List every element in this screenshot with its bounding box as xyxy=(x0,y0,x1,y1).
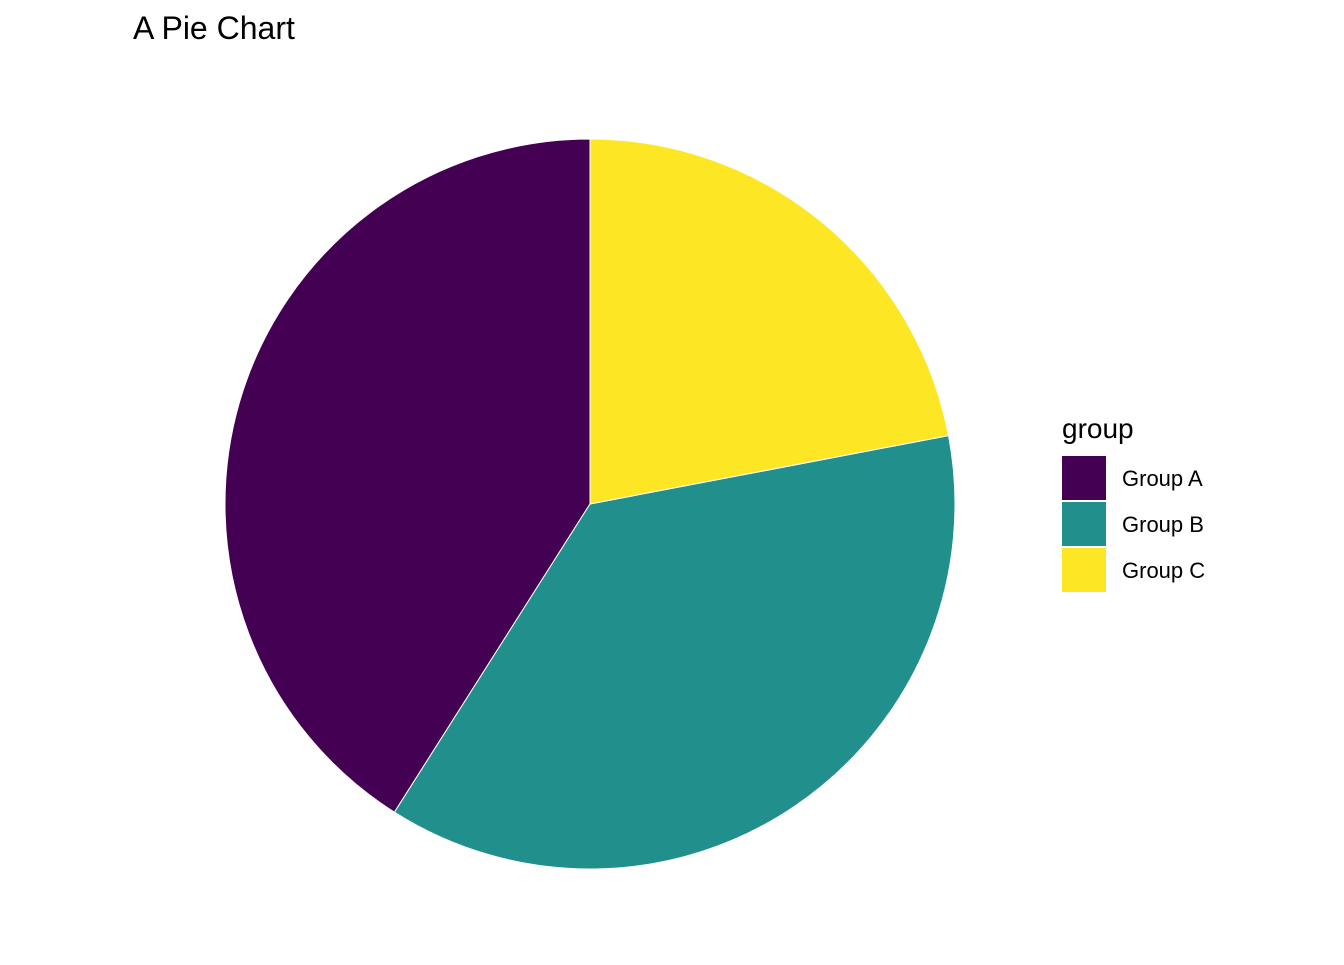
legend-key-group-a xyxy=(1062,456,1106,500)
legend-label-group-a: Group A xyxy=(1122,466,1203,491)
pie-slice-group-c xyxy=(589,138,950,505)
legend-key-group-b xyxy=(1062,502,1106,546)
pie-slice-group-b xyxy=(393,435,956,870)
legend-label-group-c: Group C xyxy=(1122,558,1205,583)
legend-key-group-c xyxy=(1062,548,1106,592)
legend-label-group-b: Group B xyxy=(1122,512,1204,537)
legend-items: Group A Group B Group C xyxy=(1062,456,1205,592)
legend-title: group xyxy=(1062,413,1134,444)
pie-slices xyxy=(224,138,956,870)
legend: group Group A Group B Group C xyxy=(1062,413,1205,592)
pie-slice-group-a xyxy=(224,138,591,813)
chart-title: A Pie Chart xyxy=(133,10,295,46)
